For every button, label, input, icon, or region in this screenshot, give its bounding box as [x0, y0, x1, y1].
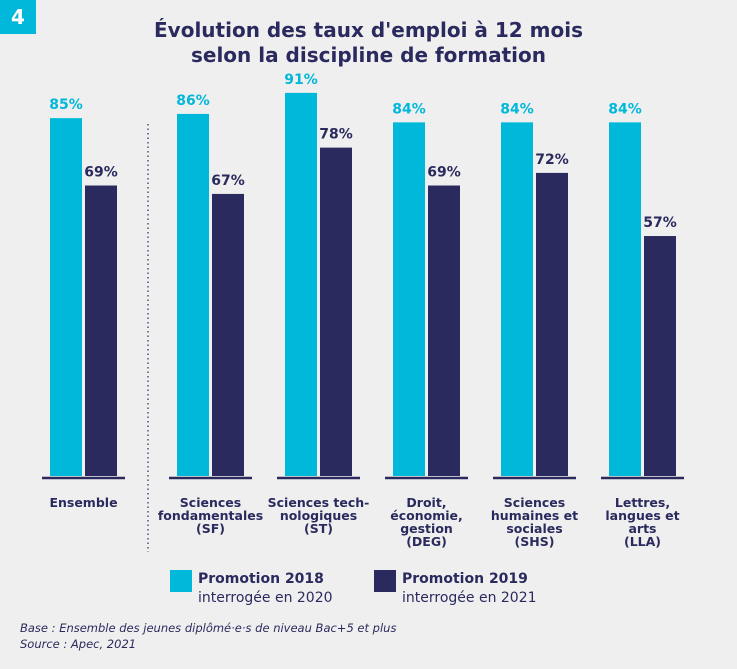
bar-promotion-2018: [285, 92, 317, 476]
chart-title: Évolution des taux d'emploi à 12 mois se…: [0, 18, 737, 68]
legend-label-promotion-2018: Promotion 2018: [198, 571, 324, 587]
legend-sublabel-promotion-2018: interrogée en 2020: [198, 590, 333, 606]
bar-promotion-2018: [501, 122, 533, 477]
bar-promotion-2019: [85, 185, 117, 476]
footnote-base: Base : Ensemble des jeunes diplômé·e·s d…: [20, 621, 397, 635]
category-label: (SF): [196, 521, 225, 536]
bar-promotion-2019: [320, 147, 352, 476]
category-label: Lettres,: [615, 495, 670, 510]
data-label: 57%: [643, 215, 677, 231]
bar-promotion-2018: [50, 118, 82, 477]
category-label: sociales: [506, 521, 562, 536]
category-label: (ST): [304, 521, 333, 536]
category-label: Ensemble: [49, 495, 117, 510]
data-label: 69%: [427, 165, 461, 181]
data-label: 91%: [284, 72, 318, 88]
footnote-source: Source : Apec, 2021: [20, 637, 137, 651]
data-label: 84%: [500, 101, 534, 117]
category-label: Sciences: [180, 495, 241, 510]
data-label: 84%: [608, 101, 642, 117]
category-label: (DEG): [406, 534, 447, 549]
category-label: arts: [628, 521, 656, 536]
category-label: langues et: [605, 508, 679, 523]
category-label: nologiques: [280, 508, 357, 523]
bar-promotion-2018: [393, 122, 425, 477]
category-label: (LLA): [624, 534, 661, 549]
bar-promotion-2019: [428, 185, 460, 476]
bar-promotion-2019: [212, 193, 244, 476]
data-label: 67%: [211, 173, 245, 189]
category-label: fondamentales: [158, 508, 263, 523]
category-label: économie,: [390, 508, 463, 523]
legend-sublabel-promotion-2019: interrogée en 2021: [402, 590, 537, 606]
data-label: 72%: [535, 152, 569, 168]
category-label: gestion: [400, 521, 453, 536]
chart-title-line-1: Évolution des taux d'emploi à 12 mois: [154, 18, 583, 42]
category-label: Sciences tech-: [268, 495, 370, 510]
figure-number-badge: 4: [0, 0, 36, 34]
data-label: 69%: [84, 165, 118, 181]
data-label: 85%: [49, 97, 83, 113]
category-label: Droit,: [406, 495, 446, 510]
bar-promotion-2018: [177, 113, 209, 476]
data-label: 84%: [392, 101, 426, 117]
bar-promotion-2018: [609, 122, 641, 477]
bar-promotion-2019: [536, 172, 568, 476]
legend-swatch-promotion-2018: [170, 570, 192, 592]
bar-promotion-2019: [644, 236, 676, 476]
data-label: 78%: [319, 127, 353, 143]
category-label: Sciences: [504, 495, 565, 510]
category-label: humaines et: [491, 508, 578, 523]
legend-swatch-promotion-2019: [374, 570, 396, 592]
category-label: (SHS): [515, 534, 555, 549]
chart-title-line-2: selon la discipline de formation: [190, 43, 547, 67]
legend-label-promotion-2019: Promotion 2019: [402, 571, 528, 587]
data-label: 86%: [176, 93, 210, 109]
